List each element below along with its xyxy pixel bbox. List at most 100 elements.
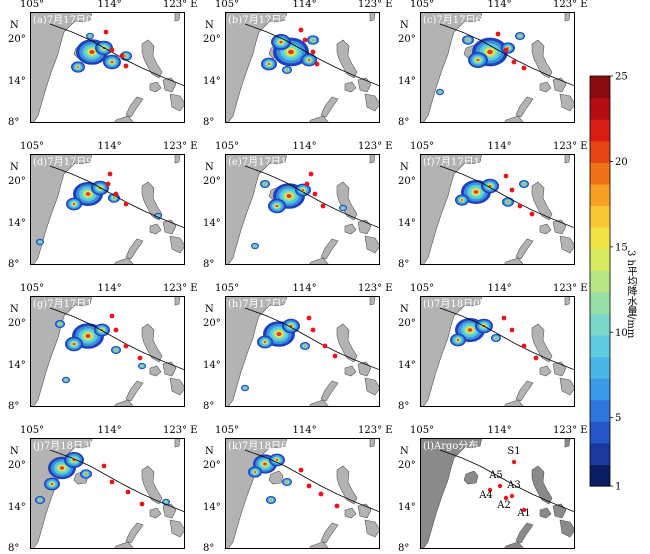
y-tick-label: 20° [398,176,416,187]
land-mass [515,522,534,544]
argo-dot [101,463,107,469]
argo-dot [503,47,509,53]
x-tick-label: 123° E [553,425,588,436]
colorbar-segment [590,313,610,336]
colorbar-segment [590,464,610,487]
x-tick-label: 105° [410,425,435,436]
land-mass [169,377,185,396]
land-mass [564,296,571,306]
x-tick-label: 114° [292,141,317,152]
argo-dot [495,31,501,37]
argo-dot [322,343,328,349]
x-tick-label: 105° [410,141,435,152]
argo-dot [105,181,111,187]
panel-label: (d)7月17日9时 [33,156,103,168]
land-mass [564,438,571,448]
precip-cell [125,55,127,57]
y-axis-letter: N [10,304,19,315]
land-mass [149,365,162,377]
precip-cell [286,193,292,199]
precip-cell [141,365,143,367]
colorbar-segment [590,356,610,379]
precip-cell [59,323,61,325]
y-axis-letter: N [10,162,19,173]
land-mass [539,507,552,519]
panel-map: (g)7月17日18时 [30,296,185,407]
argo-dot [306,315,312,321]
land-mass [141,39,163,79]
y-tick-label: 8° [203,543,215,554]
argo-label: S1 [507,446,520,457]
precip-cell [473,190,479,194]
y-tick-label: 20° [8,34,26,45]
x-tick-label: 105° [20,283,45,294]
land-mass [336,181,358,221]
land-mass [225,154,288,265]
argo-dot [332,353,338,359]
colorbar-segment [590,270,610,293]
land-mass [320,238,339,260]
land-mass [336,39,358,79]
precip-cell [476,58,480,62]
colorbar-segment [590,291,610,314]
argo-dot [314,61,320,67]
argo-float-dot [511,459,517,465]
land-mass [531,39,553,79]
x-tick-label: 105° [215,141,240,152]
argo-dot [119,53,125,59]
colorbar-tick-label: 10 [615,328,628,339]
argo-dot [308,171,314,177]
y-tick-label: 8° [398,259,410,270]
x-tick-label: 105° [20,0,45,10]
land-mass [344,507,357,519]
precip-cell [304,345,306,347]
panel-label: (i)7月18日0时 [423,298,489,310]
argo-dot [123,343,129,349]
precip-cell [65,379,67,381]
argo-float-dot [497,483,503,489]
land-mass [531,465,553,505]
y-tick-label: 20° [203,176,221,187]
panel-6: (f)7月17日15时 [420,154,575,265]
argo-dot [125,489,131,495]
panel-map: (b)7月17日3时 [225,12,380,123]
panel-8: (h)7月17日21时 [225,296,380,407]
y-tick-label: 8° [398,117,410,128]
land-mass [559,377,575,396]
land-mass [320,522,339,544]
x-tick-label: 123° E [358,425,393,436]
precip-cell [439,91,441,93]
y-tick-label: 20° [8,318,26,329]
x-tick-label: 114° [292,425,317,436]
argo-dot [517,203,523,209]
panel-12: S1 A5 A3 A4 A2 A1 (l)Argo分布 [420,438,575,549]
x-tick-label: 114° [487,0,512,10]
colorbar-tick-label: 1 [615,482,621,491]
y-tick-label: 14° [203,76,221,87]
y-tick-label: 20° [203,460,221,471]
precip-cell [244,387,246,389]
land-mass [225,12,288,123]
precip-cell [157,215,159,217]
y-tick-label: 14° [203,218,221,229]
precip-cell [487,49,493,55]
land-mass [531,323,553,363]
argo-dot [109,479,115,485]
land-mass [420,154,483,265]
y-axis-letter: N [400,162,409,173]
land-mass [149,81,162,93]
land-mass [364,235,380,254]
x-tick-label: 105° [20,141,45,152]
y-axis-letter: N [400,20,409,31]
precip-cell [76,66,80,68]
precip-cell [460,199,464,201]
argo-dot [298,27,304,33]
panel-map: (f)7月17日15时 [420,154,575,265]
land-mass [320,380,339,402]
y-tick-label: 8° [8,259,20,270]
x-tick-label: 114° [487,425,512,436]
land-mass [169,235,185,254]
land-mass [30,154,93,265]
land-mass [344,223,357,235]
colorbar-tick-label: 15 [615,242,628,253]
